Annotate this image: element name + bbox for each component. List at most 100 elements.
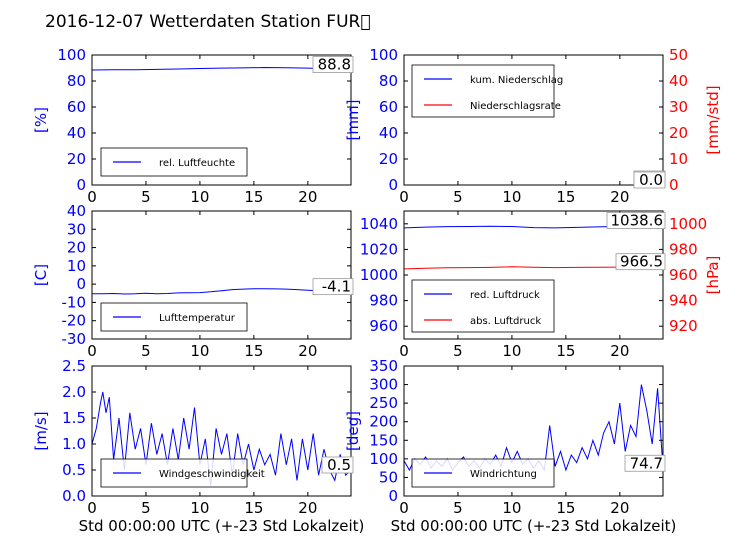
- x-tick-label: 0: [399, 342, 409, 360]
- last-value-label: 88.8: [318, 56, 351, 74]
- y-tick-label: -30: [62, 330, 87, 348]
- x-tick-label: 5: [453, 499, 463, 517]
- y-tick-label: 20: [379, 150, 398, 168]
- y2-tick-label: 940: [669, 292, 698, 310]
- x-tick-label: 5: [141, 499, 151, 517]
- x-tick-label: 15: [244, 188, 263, 206]
- y-tick-label: 1020: [360, 240, 398, 258]
- axes-frame-windspeed: [91, 365, 352, 497]
- last-value-label: 1038.6: [611, 212, 664, 230]
- y2-tick-label: 10: [669, 150, 688, 168]
- x-tick-label: 15: [556, 342, 575, 360]
- y2-tick-label: 920: [669, 317, 698, 335]
- series-line-humidity-0: [92, 66, 351, 71]
- x-tick-label: 0: [87, 342, 97, 360]
- last-value-label-box: [312, 56, 354, 73]
- y-tick-label: 200: [369, 413, 398, 431]
- x-tick-label: 0: [87, 499, 97, 517]
- last-value-label-box: [321, 456, 354, 474]
- x-tick-label: 20: [298, 499, 317, 517]
- y-tick-label: 1.0: [62, 435, 86, 453]
- y-tick-label: 0: [388, 176, 398, 194]
- y-tick-label: -20: [62, 312, 87, 330]
- y-tick-label: 100: [57, 46, 86, 64]
- x-tick-label: 5: [141, 188, 151, 206]
- last-value-label-2-box: [615, 253, 666, 271]
- y-tick-label: 60: [67, 98, 86, 116]
- y-tick-label: 960: [369, 317, 398, 335]
- y-tick-label: 80: [379, 72, 398, 90]
- y2-tick-label: 980: [669, 240, 698, 258]
- y-tick-label: 150: [369, 431, 398, 449]
- y-tick-label: -10: [62, 293, 87, 311]
- x-tick-label: 0: [87, 188, 97, 206]
- last-value-label-box: [312, 278, 354, 296]
- y-tick-label: 2.5: [62, 357, 86, 375]
- x-axis-label: Std 00:00:00 UTC (+-23 Std Lokalzeit): [79, 517, 365, 535]
- axes-frame-winddir: [403, 365, 664, 497]
- x-tick-label: 20: [610, 499, 629, 517]
- x-axis-label: Std 00:00:00 UTC (+-23 Std Lokalzeit): [391, 517, 677, 535]
- y-axis-label: [%]: [32, 107, 50, 133]
- legend-entry: abs. Luftdruck: [470, 316, 541, 327]
- series-line-temperature-0: [92, 288, 351, 295]
- last-value-label-2: 0.0: [639, 171, 663, 189]
- y-tick-label: 40: [67, 124, 86, 142]
- legend-box-pressure: [411, 279, 555, 333]
- y-tick-label: 30: [67, 220, 86, 238]
- y-tick-label: 40: [379, 124, 398, 142]
- y2-tick-label: 40: [669, 72, 688, 90]
- legend-entry: rel. Luftfeuchte: [159, 158, 235, 169]
- y-tick-label: 1000: [360, 266, 398, 284]
- y2-tick-label: 0: [669, 176, 679, 194]
- x-tick-label: 15: [556, 188, 575, 206]
- y-tick-label: 250: [369, 394, 398, 412]
- figure-title: 2016-12-07 Wetterdaten Station FUR : [45, 12, 371, 32]
- y-tick-label: 20: [67, 150, 86, 168]
- axes-frame-humidity: [91, 54, 352, 186]
- x-tick-label: 10: [190, 188, 209, 206]
- y-tick-label: 10: [67, 257, 86, 275]
- last-value-label-2-box: [633, 171, 666, 189]
- x-tick-label: 15: [244, 342, 263, 360]
- axes-frame-precip: [403, 54, 664, 186]
- last-value-label-2: 966.5: [620, 253, 663, 271]
- y2-axis-label: [hPa]: [704, 256, 722, 295]
- y-tick-label: 0: [76, 275, 86, 293]
- y-tick-label: 100: [369, 450, 398, 468]
- x-tick-label: 15: [244, 499, 263, 517]
- legend-entry: Windgeschwindigkeit: [159, 469, 265, 480]
- last-value-label-box: [606, 212, 666, 229]
- y-axis-label: [C]: [32, 264, 50, 286]
- x-tick-label: 10: [502, 342, 521, 360]
- legend-entry: Windrichtung: [470, 469, 537, 480]
- x-tick-label: 5: [453, 188, 463, 206]
- x-tick-label: 20: [298, 188, 317, 206]
- x-tick-label: 20: [610, 188, 629, 206]
- series-line-winddir-0: [404, 384, 663, 472]
- y2-tick-label: 30: [669, 98, 688, 116]
- y2-tick-label: 1000: [669, 215, 707, 233]
- y-tick-label: 100: [369, 46, 398, 64]
- legend-entry: red. Luftdruck: [470, 290, 540, 301]
- y-tick-label: 20: [67, 239, 86, 257]
- y-tick-label: 980: [369, 292, 398, 310]
- y-tick-label: 0.0: [62, 487, 86, 505]
- legend-box-precip: [411, 64, 555, 118]
- y-axis-label: [deg]: [344, 411, 362, 451]
- axes-frame-temperature: [91, 210, 352, 340]
- y-tick-label: 80: [67, 72, 86, 90]
- x-tick-label: 0: [399, 499, 409, 517]
- last-value-label: -4.1: [322, 278, 351, 296]
- y-tick-label: 60: [379, 98, 398, 116]
- x-tick-label: 15: [556, 499, 575, 517]
- y-tick-label: 0: [76, 176, 86, 194]
- y-tick-label: 50: [379, 468, 398, 486]
- y-tick-label: 0.5: [62, 461, 86, 479]
- legend-entry: Lufttemperatur: [159, 313, 236, 324]
- y-tick-label: 1040: [360, 215, 398, 233]
- y-tick-label: 300: [369, 376, 398, 394]
- y2-tick-label: 960: [669, 266, 698, 284]
- x-tick-label: 10: [502, 499, 521, 517]
